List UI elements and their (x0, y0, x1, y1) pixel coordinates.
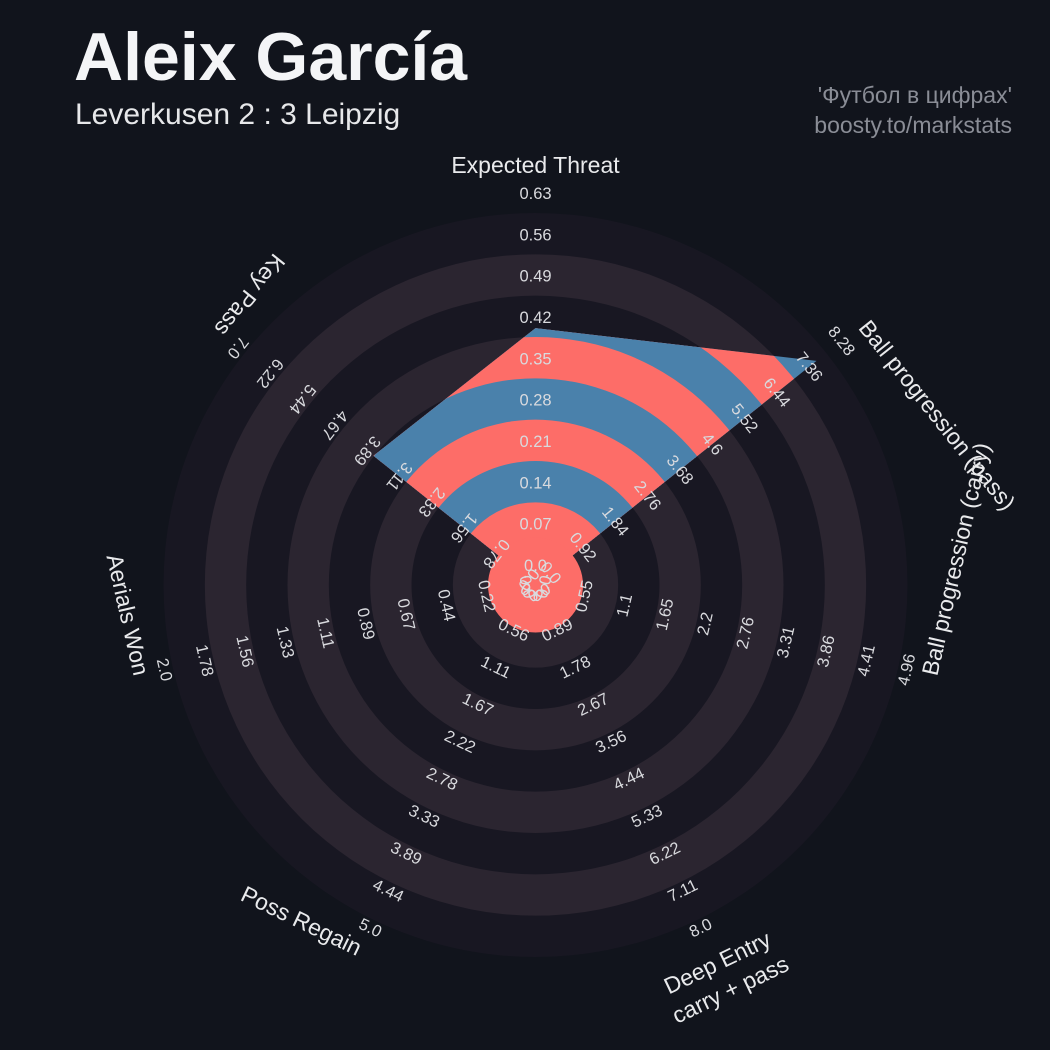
svg-text:8.28: 8.28 (824, 323, 858, 359)
svg-text:0.42: 0.42 (519, 309, 551, 327)
svg-text:2.0: 2.0 (153, 657, 176, 683)
svg-text:0.35: 0.35 (519, 350, 551, 368)
svg-text:0.28: 0.28 (519, 392, 551, 410)
svg-text:Deep Entrycarry + pass: Deep Entrycarry + pass (655, 923, 793, 1028)
svg-text:0.56: 0.56 (519, 226, 551, 244)
svg-text:0.63: 0.63 (519, 185, 551, 203)
svg-text:Ball progression (carry): Ball progression (carry) (917, 440, 995, 678)
svg-text:0.14: 0.14 (519, 474, 551, 492)
svg-text:0.49: 0.49 (519, 268, 551, 286)
svg-text:Aerials Won: Aerials Won (101, 552, 154, 678)
svg-text:0.07: 0.07 (519, 516, 551, 534)
svg-text:Expected Threat: Expected Threat (451, 152, 620, 178)
svg-text:0.21: 0.21 (519, 433, 551, 451)
